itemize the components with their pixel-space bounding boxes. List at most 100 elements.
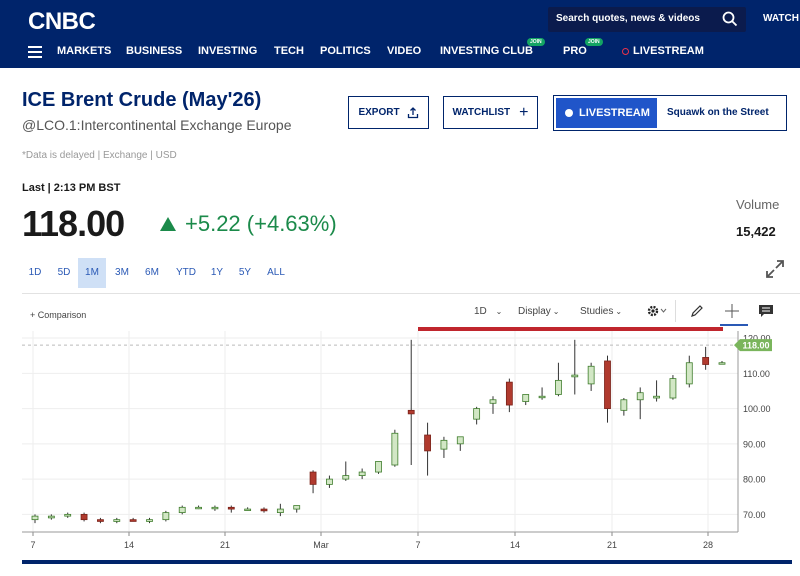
candle-body [113,519,121,522]
tab-6m[interactable]: 6M [145,267,159,278]
interval-value: 1D [474,306,487,317]
nav-tech[interactable]: TECH [274,45,304,57]
tab-1y[interactable]: 1Y [210,267,224,278]
x-tick-label: 7 [415,540,420,550]
tab-3m[interactable]: 3M [115,267,129,278]
quote-symbol: @LCO.1:Intercontinental Exchange Europe [22,117,292,133]
join-badge: JOIN [585,38,603,46]
cnbc-logo[interactable]: CNBC [28,8,96,35]
price-chart[interactable]: 70.00 80.00 90.00 100.00 110.00 120.00 7 14 21 Ma… [0,331,800,557]
candle-body [702,357,710,365]
candle-body [538,395,546,399]
candle-body [309,471,317,485]
y-tick-label: 110.00 [743,369,770,379]
interval-select[interactable]: 1D ⌄ [474,306,502,317]
nav-investing[interactable]: INVESTING [198,45,258,57]
candle-body [162,512,170,521]
candle-body [276,508,284,514]
candle-body [587,365,595,385]
expand-icon[interactable] [765,259,785,279]
tab-5d[interactable]: 5D [57,267,71,278]
search-icon[interactable] [722,11,738,27]
studies-select[interactable]: Studies ⌄ [580,306,622,317]
share-icon [407,106,418,118]
search-box[interactable]: Search quotes, news & videos [548,7,746,32]
candle-body [358,471,366,476]
candle-body [211,506,219,510]
candle-body [31,515,39,521]
comment-icon[interactable] [758,304,774,318]
live-dot-icon [565,109,573,117]
livestream-label: LIVESTREAM [579,107,650,119]
volume-value: 15,422 [736,224,776,239]
live-show-name[interactable]: Squawk on the Street [667,107,769,118]
tab-5y[interactable]: 5Y [238,267,252,278]
export-label: EXPORT [358,107,400,118]
candle-body [391,432,399,466]
nav-livestream[interactable]: LIVESTREAM [633,45,704,57]
candle-body [375,461,382,473]
candle-body [505,381,513,406]
candle-body [146,519,153,522]
x-tick-label: 14 [510,540,520,550]
gear-icon[interactable] [646,304,668,318]
pencil-icon[interactable] [690,304,704,318]
candle-body [129,519,137,522]
candle-body [244,508,252,511]
y-tick-label: 120.00 [743,334,771,344]
candle-body [522,394,530,402]
candle-body [604,360,611,409]
candle-body [653,395,660,399]
nav-investing-club[interactable]: INVESTING CLUB [440,45,533,57]
quote-title: ICE Brent Crude (May'26) [22,89,262,111]
livestream-button[interactable]: LIVESTREAM [556,98,657,128]
active-tool-indicator [720,324,748,326]
candle-body [227,506,235,510]
x-tick-label: 14 [124,540,134,550]
candle-body [407,409,415,415]
tab-all[interactable]: ALL [267,267,285,278]
candle-body [620,399,628,411]
chevron-down-icon: ⌄ [552,307,560,316]
candle-body [636,392,644,401]
y-tick-label: 90.00 [743,439,766,449]
x-tick-label: 28 [703,540,713,550]
x-tick-label: 21 [607,540,617,550]
candle-body [64,513,72,517]
candle-body [47,515,55,519]
tab-1d[interactable]: 1D [28,267,42,278]
nav-video[interactable]: VIDEO [387,45,422,57]
display-select[interactable]: Display ⌄ [518,306,560,317]
candle-body [555,379,562,395]
comparison-button[interactable]: + Comparison [30,310,87,320]
export-button[interactable]: EXPORT [348,96,429,129]
studies-label: Studies [580,306,614,317]
nav-business[interactable]: BUSINESS [126,45,183,57]
highlight-bar [418,327,723,331]
candle-body [195,506,202,510]
x-tick-label: 21 [220,540,230,550]
x-tick-label: Mar [313,540,329,550]
livestream-widget[interactable]: LIVESTREAM Squawk on the Street [553,95,787,131]
menu-icon[interactable] [28,46,42,58]
watchlist-button[interactable]: WATCHLIST + [443,96,538,129]
candle-body [718,362,726,365]
nav-pro[interactable]: PRO [563,45,587,57]
tab-1m[interactable]: 1M [78,258,106,288]
candle-body [456,436,464,445]
plus-icon: + [519,103,529,121]
up-arrow-icon [160,217,176,231]
candle-body [293,505,301,510]
price-change: +5.22 (+4.63%) [185,211,337,236]
y-tick-label: 80.00 [743,475,766,485]
watchlist-label: WATCHLIST [452,107,511,118]
nav-markets[interactable]: MARKETS [57,45,112,57]
search-input[interactable]: Search quotes, news & videos [556,13,700,24]
y-tick-label: 100.00 [743,404,771,414]
candle-body [571,374,579,378]
nav-politics[interactable]: POLITICS [320,45,371,57]
tab-ytd[interactable]: YTD [176,267,196,278]
crosshair-icon[interactable] [724,303,740,319]
watchlist-link[interactable]: WATCH [763,13,799,24]
chevron-down-icon: ⌄ [615,307,623,316]
